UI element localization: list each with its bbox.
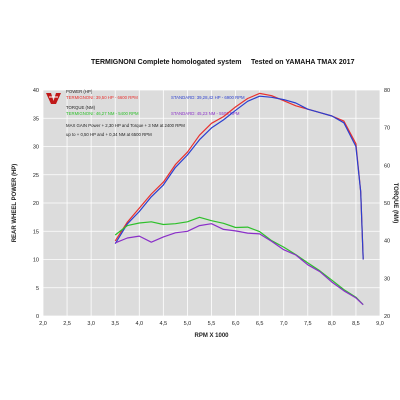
y-axis-left-ticks: 0 5 10 15 20 25 30 35 40 xyxy=(33,88,39,320)
y-left-tick-label: 0 xyxy=(36,314,39,320)
y-right-tick-label: 80 xyxy=(384,88,390,94)
legend-torque-standard: STANDARD: 45,23 NM - 5500 RPM xyxy=(171,111,240,116)
x-tick-label: 8,0 xyxy=(328,321,336,327)
y-left-tick-label: 25 xyxy=(33,173,39,179)
chart-subtitle: Tested on YAMAHA TMAX 2017 xyxy=(251,59,355,66)
x-tick-label: 6,5 xyxy=(256,321,264,327)
legend-torque-header: TORQUE (NM) xyxy=(66,105,96,110)
y-right-tick-label: 20 xyxy=(384,314,390,320)
series-layer xyxy=(114,92,364,306)
legend-power-header: POWER (HP) xyxy=(66,89,93,94)
legend-gain-line-1: MAX GAIN Power + 2,30 HP and Torque + 3 … xyxy=(66,123,185,128)
y-axis-left-title: REAR WHEEL POWER (HP) xyxy=(12,164,18,243)
x-axis-title: RPM X 1000 xyxy=(194,333,229,339)
torque-standard-line xyxy=(114,223,364,306)
x-tick-label: 2,0 xyxy=(39,321,47,327)
y-left-tick-label: 5 xyxy=(36,286,39,292)
y-right-tick-label: 40 xyxy=(384,239,390,245)
x-tick-label: 9,0 xyxy=(376,321,384,327)
grid-lines xyxy=(42,89,381,317)
x-tick-label: 5,5 xyxy=(208,321,216,327)
y-left-tick-label: 20 xyxy=(33,201,39,207)
x-tick-label: 4,0 xyxy=(135,321,143,327)
y-right-tick-label: 50 xyxy=(384,201,390,207)
x-tick-label: 7,0 xyxy=(280,321,288,327)
y-left-tick-label: 40 xyxy=(33,88,39,94)
legend-power-termignoni: TERMIGNONI: 39,50 HP - 6600 RPM xyxy=(66,95,138,100)
y-left-tick-label: 30 xyxy=(33,145,39,151)
termignoni-logo xyxy=(46,93,61,104)
y-left-tick-label: 10 xyxy=(33,258,39,264)
legend-power-standard: STANDARD: 39,28,42 HP - 6900 RPM xyxy=(171,95,245,100)
y-axis-right-title: TORQUE (NM) xyxy=(392,183,398,224)
torque-termignoni-line xyxy=(114,216,364,306)
x-tick-label: 3,5 xyxy=(111,321,119,327)
power-standard-line xyxy=(114,95,364,260)
legend-torque-termignoni: TERMIGNONI: 46,27 NM - 5400 RPM xyxy=(66,111,139,116)
y-right-tick-label: 70 xyxy=(384,126,390,132)
x-tick-label: 2,5 xyxy=(63,321,71,327)
x-tick-label: 3,0 xyxy=(87,321,95,327)
y-left-tick-label: 15 xyxy=(33,229,39,235)
x-tick-label: 5,0 xyxy=(184,321,192,327)
y-right-tick-label: 60 xyxy=(384,163,390,169)
x-tick-label: 6,0 xyxy=(232,321,240,327)
x-tick-label: 7,5 xyxy=(304,321,312,327)
y-left-tick-label: 35 xyxy=(33,116,39,122)
x-tick-label: 4,5 xyxy=(160,321,168,327)
legend: POWER (HP) TERMIGNONI: 39,50 HP - 6600 R… xyxy=(66,89,245,137)
chart-title: TERMIGNONI Complete homologated system xyxy=(91,59,242,66)
y-axis-right-ticks: 20 30 40 50 60 70 80 xyxy=(384,88,390,320)
legend-gain-line-2: up to + 0,50 HP and + 0,34 NM at 6500 RP… xyxy=(66,132,152,137)
x-axis-ticks: 2,0 2,5 3,0 3,5 4,0 4,5 5,0 5,5 6,0 6,5 7,0 7,5 8,0 8… xyxy=(39,321,384,327)
y-right-tick-label: 30 xyxy=(384,276,390,282)
x-tick-label: 8,5 xyxy=(352,321,360,327)
